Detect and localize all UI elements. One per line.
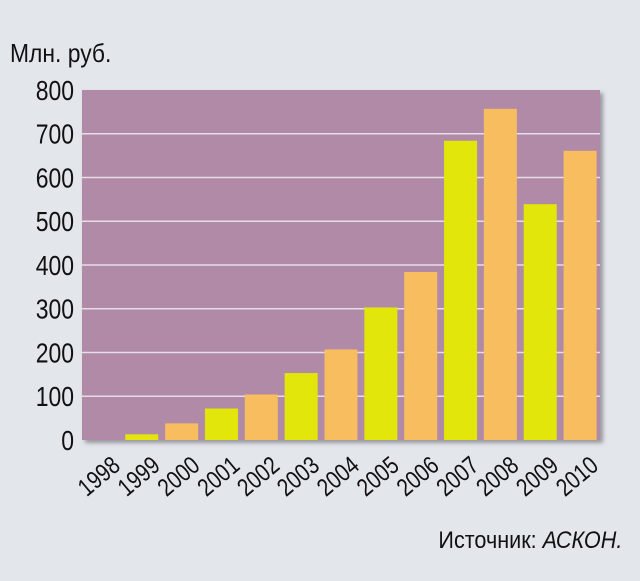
y-tick-label: 400 <box>36 251 74 282</box>
bar-2006 <box>404 272 438 440</box>
y-tick-label: 700 <box>36 120 74 151</box>
y-tick-label: 100 <box>36 382 74 413</box>
y-tick-label: 200 <box>36 338 74 369</box>
y-tick-label: 500 <box>36 207 74 238</box>
bar-2004 <box>324 349 358 440</box>
bar-2010 <box>563 150 597 440</box>
bar-2007 <box>444 140 478 440</box>
bar-2009 <box>523 204 557 440</box>
source-note: Источник: АСКОН. <box>438 527 622 555</box>
y-tick-label: 300 <box>36 295 74 326</box>
y-tick-label: 600 <box>36 163 74 194</box>
y-tick-label: 800 <box>36 76 74 107</box>
y-tick-label: 0 <box>61 426 74 457</box>
bar-2002 <box>244 394 278 440</box>
bar-2000 <box>165 423 199 440</box>
bar-2005 <box>364 307 398 440</box>
y-axis-unit-label: Млн. руб. <box>10 38 112 68</box>
bar-1999 <box>125 434 159 440</box>
bar-2003 <box>284 373 318 440</box>
bar-2001 <box>204 408 238 440</box>
source-name: АСКОН. <box>542 527 622 554</box>
x-tick-label: 2010 <box>550 450 603 501</box>
bar-2008 <box>483 108 517 440</box>
source-prefix: Источник: <box>438 527 543 554</box>
